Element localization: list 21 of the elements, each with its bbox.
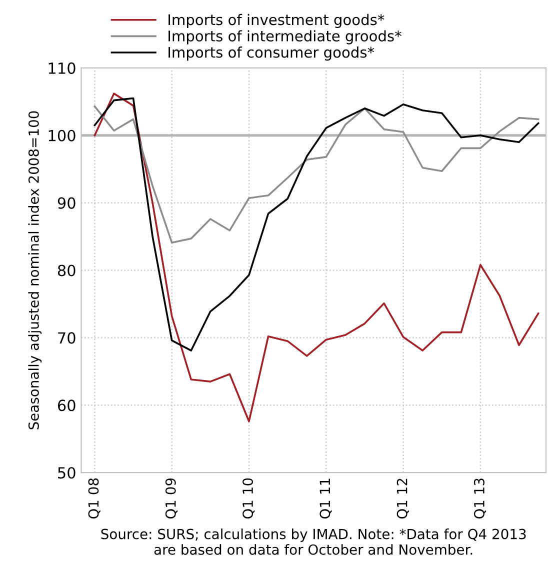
- x-tick-label: Q1 10: [242, 478, 255, 519]
- y-tick-label: 110: [48, 62, 76, 74]
- source-note: Source: SURS; calculations by IMAD. Note: *Data for Q4 2013 are based on data for October and November.: [101, 528, 526, 555]
- y-tick-label: 50: [58, 467, 76, 479]
- legend-label: Imports of investment goods*: [168, 14, 384, 28]
- x-tick-label: Q1 13: [474, 478, 486, 519]
- legend-label: Imports of consumer goods*: [168, 46, 374, 61]
- line-series: [94, 105, 540, 244]
- y-tick-label: 60: [58, 400, 76, 412]
- y-tick-label: 100: [48, 130, 76, 142]
- y-tick-label: 90: [58, 197, 76, 209]
- x-tick-label: Q1 12: [396, 478, 409, 519]
- y-tick-label: 70: [58, 332, 76, 344]
- legend-label: Imports of intermediate groods*: [168, 30, 402, 44]
- x-tick-label: Q1 08: [88, 478, 100, 519]
- x-tick-label: Q1 09: [165, 478, 178, 519]
- line-series: [94, 92, 540, 422]
- x-tick-label: Q1 11: [320, 478, 332, 519]
- line-series: [94, 97, 540, 352]
- y-tick-label: 80: [58, 264, 76, 276]
- y-axis-title: Seasonally adjusted nominal index 2008=100: [28, 111, 42, 430]
